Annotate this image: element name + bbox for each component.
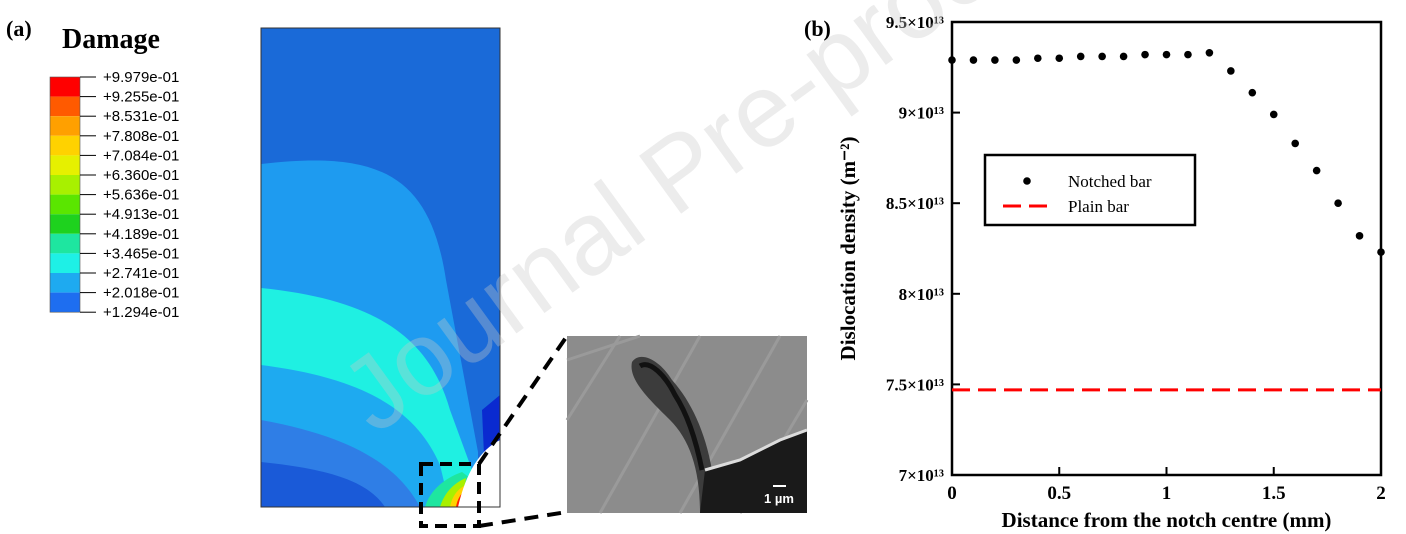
legend-label: +2.018e-01 bbox=[103, 285, 179, 302]
x-tick-label: 0.5 bbox=[1047, 483, 1071, 504]
x-tick-label: 0 bbox=[947, 483, 957, 504]
data-point bbox=[1141, 51, 1149, 59]
legend-swatch bbox=[50, 116, 80, 136]
data-point bbox=[1206, 49, 1214, 57]
scale-bar-label: 1 µm bbox=[764, 491, 794, 506]
legend-label: +2.741e-01 bbox=[103, 265, 179, 282]
legend-swatch bbox=[50, 97, 80, 117]
y-tick-label: 8.5×10¹³ bbox=[886, 194, 944, 213]
chart: 7×10¹³7.5×10¹³8×10¹³8.5×10¹³9×10¹³9.5×10… bbox=[836, 13, 1386, 532]
y-tick-label: 9×10¹³ bbox=[899, 104, 944, 123]
data-point bbox=[1249, 89, 1257, 97]
panel-label: (a) bbox=[6, 16, 32, 41]
data-point bbox=[1184, 51, 1192, 59]
legend-label: +1.294e-01 bbox=[103, 304, 179, 321]
data-point bbox=[1098, 53, 1106, 61]
legend-label: Plain bar bbox=[1068, 197, 1129, 216]
legend-label: +4.189e-01 bbox=[103, 226, 179, 243]
plot-frame bbox=[952, 22, 1381, 475]
y-tick-label: 8×10¹³ bbox=[899, 285, 944, 304]
legend-label: Notched bar bbox=[1068, 172, 1152, 191]
legend-swatch bbox=[50, 273, 80, 293]
x-axis-label: Distance from the notch centre (mm) bbox=[1002, 508, 1332, 532]
legend-label: +8.531e-01 bbox=[103, 108, 179, 125]
legend-swatch bbox=[50, 195, 80, 215]
figure: (a) Damage +9.979e-01 +9.255e-01 +8.531e-0… bbox=[0, 0, 1406, 534]
legend-swatch bbox=[50, 155, 80, 175]
data-point bbox=[1120, 53, 1128, 61]
legend-swatch bbox=[50, 175, 80, 195]
data-point bbox=[1227, 67, 1235, 75]
data-point bbox=[1377, 248, 1385, 256]
data-point bbox=[991, 56, 999, 64]
legend-label: +5.636e-01 bbox=[103, 187, 179, 204]
x-tick-label: 2 bbox=[1376, 483, 1386, 504]
legend-label: +6.360e-01 bbox=[103, 167, 179, 184]
data-point bbox=[970, 56, 978, 64]
legend-label: +4.913e-01 bbox=[103, 206, 179, 223]
legend-swatch bbox=[50, 234, 80, 254]
data-point bbox=[1163, 51, 1171, 59]
legend-label: +3.465e-01 bbox=[103, 245, 179, 262]
data-point bbox=[1356, 232, 1364, 240]
legend-title: Damage bbox=[62, 24, 160, 55]
x-tick-label: 1 bbox=[1162, 483, 1172, 504]
data-point bbox=[1270, 111, 1278, 119]
color-legend: +9.979e-01 +9.255e-01 +8.531e-01 +7.808e-01… bbox=[50, 69, 179, 321]
data-point bbox=[948, 56, 956, 64]
legend-label: +7.084e-01 bbox=[103, 147, 179, 164]
data-point bbox=[1313, 167, 1321, 175]
x-tick-label: 1.5 bbox=[1262, 483, 1286, 504]
data-point bbox=[1034, 54, 1042, 62]
y-tick-label: 7×10¹³ bbox=[899, 466, 944, 485]
legend-swatch bbox=[50, 77, 80, 97]
legend-swatch bbox=[50, 253, 80, 273]
data-point bbox=[1291, 140, 1299, 148]
sem-image bbox=[567, 336, 807, 513]
data-point bbox=[1077, 53, 1085, 61]
legend-label: +9.979e-01 bbox=[103, 69, 179, 86]
legend-label: +7.808e-01 bbox=[103, 128, 179, 145]
data-point bbox=[1013, 56, 1021, 64]
legend-swatch bbox=[50, 293, 80, 313]
legend-swatch bbox=[50, 136, 80, 156]
legend-marker bbox=[1023, 177, 1031, 185]
y-tick-label: 7.5×10¹³ bbox=[886, 375, 944, 394]
y-axis-label: Dislocation density (m⁻²) bbox=[836, 137, 860, 361]
data-point bbox=[1334, 199, 1342, 207]
legend-label: +9.255e-01 bbox=[103, 89, 179, 106]
legend-swatch bbox=[50, 214, 80, 234]
data-point bbox=[1055, 54, 1063, 62]
